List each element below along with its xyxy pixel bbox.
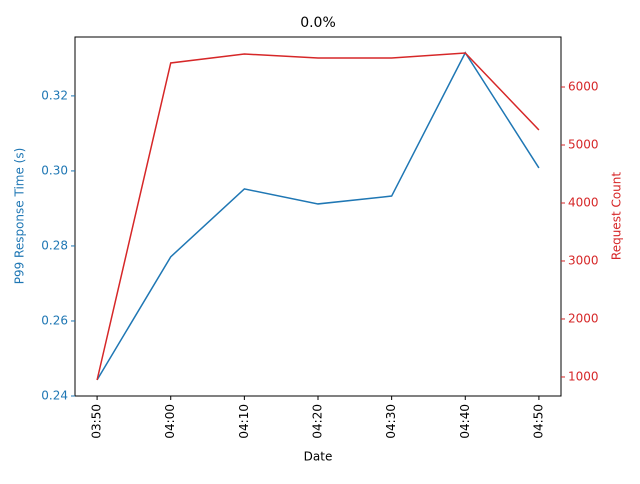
x-tick-label: 04:40 [458, 404, 472, 439]
x-tick-label: 04:50 [531, 404, 545, 439]
y-tick-label: 0.30 [41, 163, 68, 177]
y-tick-label: 0.24 [41, 389, 68, 403]
y2-axis-label: Request Count [610, 172, 624, 260]
plot-frame [74, 36, 562, 397]
y2-tick-label: 3000 [568, 253, 599, 267]
chart-title: 0.0% [300, 15, 336, 31]
series-line [96, 51, 540, 381]
y2-tick-label: 5000 [568, 137, 599, 151]
x-tick-label: 04:00 [163, 404, 177, 439]
y-axis-label: P99 Response Time (s) [13, 148, 27, 285]
y2-tick-label: 4000 [568, 195, 599, 209]
x-tick-label: 04:20 [311, 404, 325, 439]
x-tick-label: 03:50 [90, 404, 104, 439]
y2-tick-label: 1000 [568, 369, 599, 383]
y-tick-label: 0.32 [41, 88, 68, 102]
x-axis-label: Date [304, 450, 333, 464]
series-line [96, 52, 540, 381]
y2-tick-label: 6000 [568, 79, 599, 93]
x-tick-label: 04:30 [384, 404, 398, 439]
y-tick-label: 0.26 [41, 313, 68, 327]
y2-tick-label: 2000 [568, 311, 599, 325]
x-tick-label: 04:10 [237, 404, 251, 439]
y-tick-label: 0.28 [41, 238, 68, 252]
